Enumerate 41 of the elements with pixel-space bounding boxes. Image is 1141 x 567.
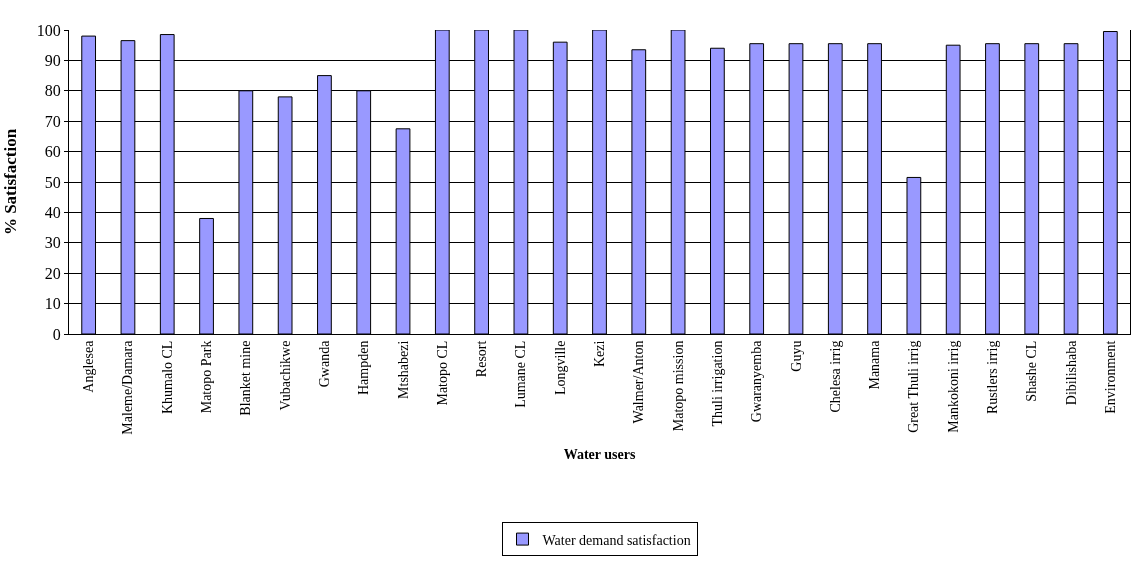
y-tick-label: 50 <box>44 173 61 191</box>
x-tick-label: Gwanda <box>316 339 332 388</box>
x-tick-label: Resort <box>474 340 490 378</box>
x-tick-label: Thuli irrigation <box>709 340 725 427</box>
x-tick-label: Mtshabezi <box>395 340 411 399</box>
y-tick-label: 10 <box>44 295 61 313</box>
y-tick-label: 0 <box>52 325 61 343</box>
y-tick-label: 80 <box>44 82 61 100</box>
x-tick-label: Lumane CL <box>513 340 529 408</box>
x-tick-label: Matopo mission <box>670 340 686 432</box>
y-tick-label: 70 <box>44 112 61 130</box>
y-tick-label: 40 <box>44 204 61 221</box>
x-tick-label: Longville <box>552 340 568 396</box>
x-tick-label: Manama <box>867 339 883 390</box>
x-tick-label: Hampden <box>356 340 372 396</box>
x-tick-label: Gwaranyemba <box>749 339 765 423</box>
y-tick-label: 20 <box>44 264 61 282</box>
legend-label: Water demand satisfaction <box>542 532 691 548</box>
x-tick-label: Guyu <box>788 340 804 372</box>
y-tick-label: 90 <box>44 52 61 69</box>
x-tick-label: Matopo Park <box>199 340 215 414</box>
x-tick-label: Mankokoni irrig <box>945 340 961 433</box>
x-tick-label: Great Thuli irrig <box>906 340 922 433</box>
y-tick-label: 30 <box>44 234 61 252</box>
y-tick-label: 60 <box>44 143 61 161</box>
x-tick-label: Anglesea <box>81 339 97 393</box>
x-tick-label: Environment <box>1102 340 1118 414</box>
x-tick-label: Blanket mine <box>238 340 254 416</box>
x-tick-label: Matopo CL <box>434 340 450 406</box>
y-axis-title: % Satisfaction <box>1 128 21 236</box>
x-tick-label: Chelesa irrig <box>827 340 843 413</box>
x-tick-label: Rustlers irrig <box>985 340 1001 415</box>
x-tick-label: Maleme/Damara <box>120 339 136 435</box>
x-tick-label: Shashe CL <box>1024 340 1040 402</box>
x-tick-label: Dibilishaba <box>1063 339 1079 406</box>
x-tick-label: Walmer/Anton <box>631 340 647 424</box>
x-tick-label: Khumalo CL <box>159 340 175 415</box>
x-tick-label: Vubachikwe <box>277 340 293 411</box>
x-tick-label: Kezi <box>592 340 608 368</box>
y-tick-label: 100 <box>36 21 61 39</box>
x-axis-title: Water users <box>563 446 636 462</box>
